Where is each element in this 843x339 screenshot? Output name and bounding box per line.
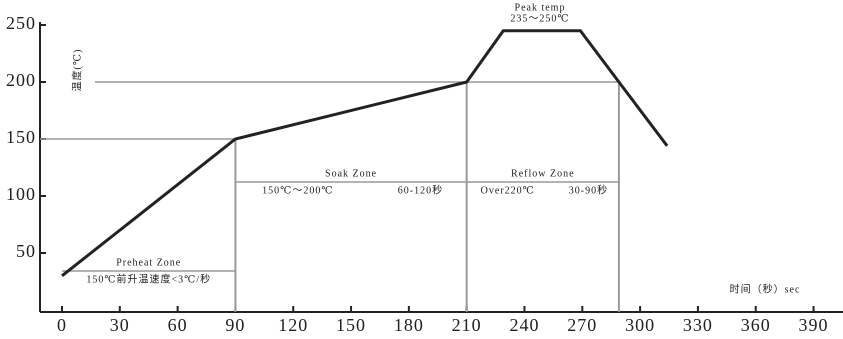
y-tick-label: 50 xyxy=(16,241,36,261)
x-tick-label: 180 xyxy=(394,315,424,335)
zone-note: 30-90秒 xyxy=(569,183,608,196)
profile-line xyxy=(61,29,669,277)
x-tick-label: 300 xyxy=(625,315,655,335)
y-tick-label: 100 xyxy=(6,184,36,204)
peak-label: Peak temp xyxy=(515,2,566,13)
y-tick-label: 150 xyxy=(6,127,36,147)
x-tick-label: 0 xyxy=(57,315,67,335)
x-tick-label: 120 xyxy=(278,315,308,335)
x-tick-label: 240 xyxy=(509,315,539,335)
y-axis-label: 温度(℃) xyxy=(70,49,83,92)
x-tick-label: 360 xyxy=(741,315,771,335)
x-tick-label: 330 xyxy=(683,315,713,335)
x-tick-label: 90 xyxy=(225,315,245,335)
peak-range: 235～250℃ xyxy=(510,13,569,24)
x-tick-label: 30 xyxy=(110,315,130,335)
zone-note: Over220℃ xyxy=(481,185,535,196)
y-tick-label: 200 xyxy=(6,70,36,90)
zone-name: Preheat Zone xyxy=(116,257,181,268)
x-tick-label: 390 xyxy=(799,315,829,335)
x-tick-label: 150 xyxy=(336,315,366,335)
x-tick-label: 60 xyxy=(168,315,188,335)
y-tick-label: 250 xyxy=(6,13,36,33)
x-axis-label: 时间（秒）sec xyxy=(730,282,801,295)
x-tick-label: 210 xyxy=(452,315,482,335)
zone-name: Reflow Zone xyxy=(511,168,575,179)
zone-name: Soak Zone xyxy=(325,168,377,179)
x-tick-label: 270 xyxy=(567,315,597,335)
zone-note: 60-120秒 xyxy=(398,183,443,196)
zone-note: 150℃前升温速度<3℃/秒 xyxy=(86,272,211,285)
zone-note: 150℃～200℃ xyxy=(262,185,333,196)
